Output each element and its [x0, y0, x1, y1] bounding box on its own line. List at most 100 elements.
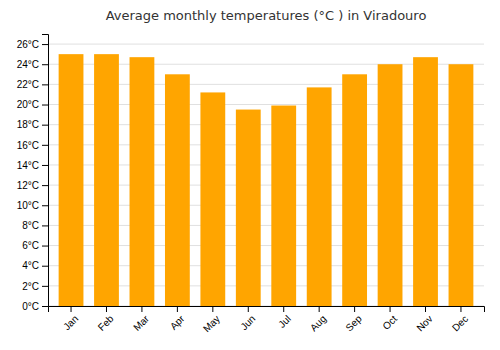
x-tick-label: May: [201, 313, 222, 334]
x-tick-mark: [460, 306, 461, 312]
x-tick-label: Nov: [414, 313, 434, 333]
y-tick-label: 14°C: [17, 160, 39, 171]
x-tick: May: [201, 306, 222, 334]
plot: 0°C 2°C 4°C 6°C 8°C 10°C 12°C 14°C 16°C 18°C 20°C 2…: [17, 35, 485, 335]
x-tick: Mar: [131, 306, 151, 333]
x-tick-mark: [425, 306, 426, 312]
x-tick-label: Sep: [343, 313, 364, 334]
bar: [94, 54, 119, 306]
y-tick-label: 24°C: [17, 59, 39, 70]
x-tick: Sep: [343, 306, 364, 333]
x-tick: Jul: [276, 306, 293, 330]
y-tick-label: 6°C: [22, 240, 39, 251]
x-tick-label: Mar: [131, 313, 151, 333]
y-tick: 8°C: [22, 220, 48, 231]
x-tick-mark: [283, 306, 284, 312]
bar: [59, 54, 84, 306]
grid: [48, 44, 484, 306]
y-tick: 2°C: [22, 281, 48, 292]
y-tick-mark: [42, 64, 48, 65]
y-tick-label: 2°C: [22, 281, 39, 292]
x-tick-mark: [177, 306, 178, 312]
x-tick: Jun: [238, 306, 257, 332]
bar: [449, 64, 474, 306]
y-tick-mark: [42, 125, 48, 126]
y-tick-label: 26°C: [17, 39, 39, 50]
y-tick-label: 12°C: [17, 180, 39, 191]
y-tick-mark: [42, 145, 48, 146]
x-tick: Nov: [414, 306, 434, 333]
y-tick-mark: [42, 306, 48, 307]
bars: [59, 54, 474, 306]
y-tick: 16°C: [17, 140, 48, 151]
bar: [378, 64, 403, 306]
bar: [165, 74, 190, 306]
y-tick-mark: [42, 266, 48, 267]
y-tick: 22°C: [17, 79, 48, 90]
y-tick-mark: [42, 185, 48, 186]
x-tick-mark: [71, 306, 72, 312]
y-tick-label: 8°C: [22, 220, 39, 231]
y-tick: 4°C: [22, 260, 48, 271]
y-tick-label: 0°C: [22, 301, 39, 312]
y-tick: 26°C: [17, 39, 48, 50]
y-tick: 18°C: [17, 119, 48, 130]
bar: [307, 87, 332, 306]
bar: [200, 92, 225, 306]
x-tick-mark: [390, 306, 391, 312]
x-tick-label: Feb: [96, 313, 116, 333]
bar: [236, 110, 261, 306]
x-tick-mark: [141, 306, 142, 312]
bar: [271, 106, 296, 306]
y-axis-line: [42, 35, 49, 307]
x-axis-line: [49, 307, 485, 313]
x-tick: Aug: [308, 306, 328, 333]
x-tick-label: Oct: [380, 313, 399, 332]
bar: [130, 57, 155, 306]
y-tick: 0°C: [22, 301, 48, 312]
x-tick-label: Apr: [168, 313, 187, 332]
y-tick-label: 18°C: [17, 119, 39, 130]
x-tick-mark: [106, 306, 107, 312]
x-tick-label: Jul: [276, 313, 293, 330]
y-tick-label: 10°C: [17, 200, 39, 211]
x-tick-mark: [212, 306, 213, 312]
y-tick-label: 4°C: [22, 260, 39, 271]
x-tick: Jan: [61, 306, 80, 332]
x-tick-label: Aug: [308, 313, 328, 333]
y-tick: 20°C: [17, 99, 48, 110]
y-tick-label: 20°C: [17, 99, 39, 110]
y-tick: 12°C: [17, 180, 48, 191]
title: Average monthly temperatures (°C ) in Vi…: [106, 8, 427, 23]
x-axis: Jan Feb Mar Apr May Jun Jul Aug Sep Oct Nov Dec: [49, 306, 485, 334]
y-tick: 6°C: [22, 240, 48, 251]
y-tick-label: 16°C: [17, 140, 39, 151]
y-tick-mark: [42, 105, 48, 106]
x-tick-label: Jun: [238, 313, 257, 332]
y-tick-mark: [42, 205, 48, 206]
y-tick: 10°C: [17, 200, 48, 211]
y-tick-mark: [42, 44, 48, 45]
y-tick-mark: [42, 225, 48, 226]
x-tick-label: Jan: [61, 313, 80, 332]
y-tick: 14°C: [17, 160, 48, 171]
grid-line: [48, 44, 484, 45]
x-tick: Oct: [380, 306, 399, 332]
y-tick: 24°C: [17, 59, 48, 70]
y-tick-label: 22°C: [17, 79, 39, 90]
x-tick-mark: [248, 306, 249, 312]
bar: [342, 74, 367, 306]
bar: [413, 57, 438, 306]
y-tick-mark: [42, 165, 48, 166]
x-tick-label: Dec: [450, 313, 470, 333]
x-tick: Apr: [168, 306, 187, 332]
y-axis: 0°C 2°C 4°C 6°C 8°C 10°C 12°C 14°C 16°C 18°C 20°C 2…: [17, 35, 49, 312]
y-tick-mark: [42, 286, 48, 287]
x-tick-mark: [354, 306, 355, 312]
chart: 0°C 2°C 4°C 6°C 8°C 10°C 12°C 14°C 16°C 18°C 20°C 2…: [0, 0, 500, 350]
y-tick-mark: [42, 84, 48, 85]
x-tick: Feb: [96, 306, 116, 333]
y-tick-mark: [42, 246, 48, 247]
x-tick-mark: [319, 306, 320, 312]
x-tick: Dec: [450, 306, 470, 333]
